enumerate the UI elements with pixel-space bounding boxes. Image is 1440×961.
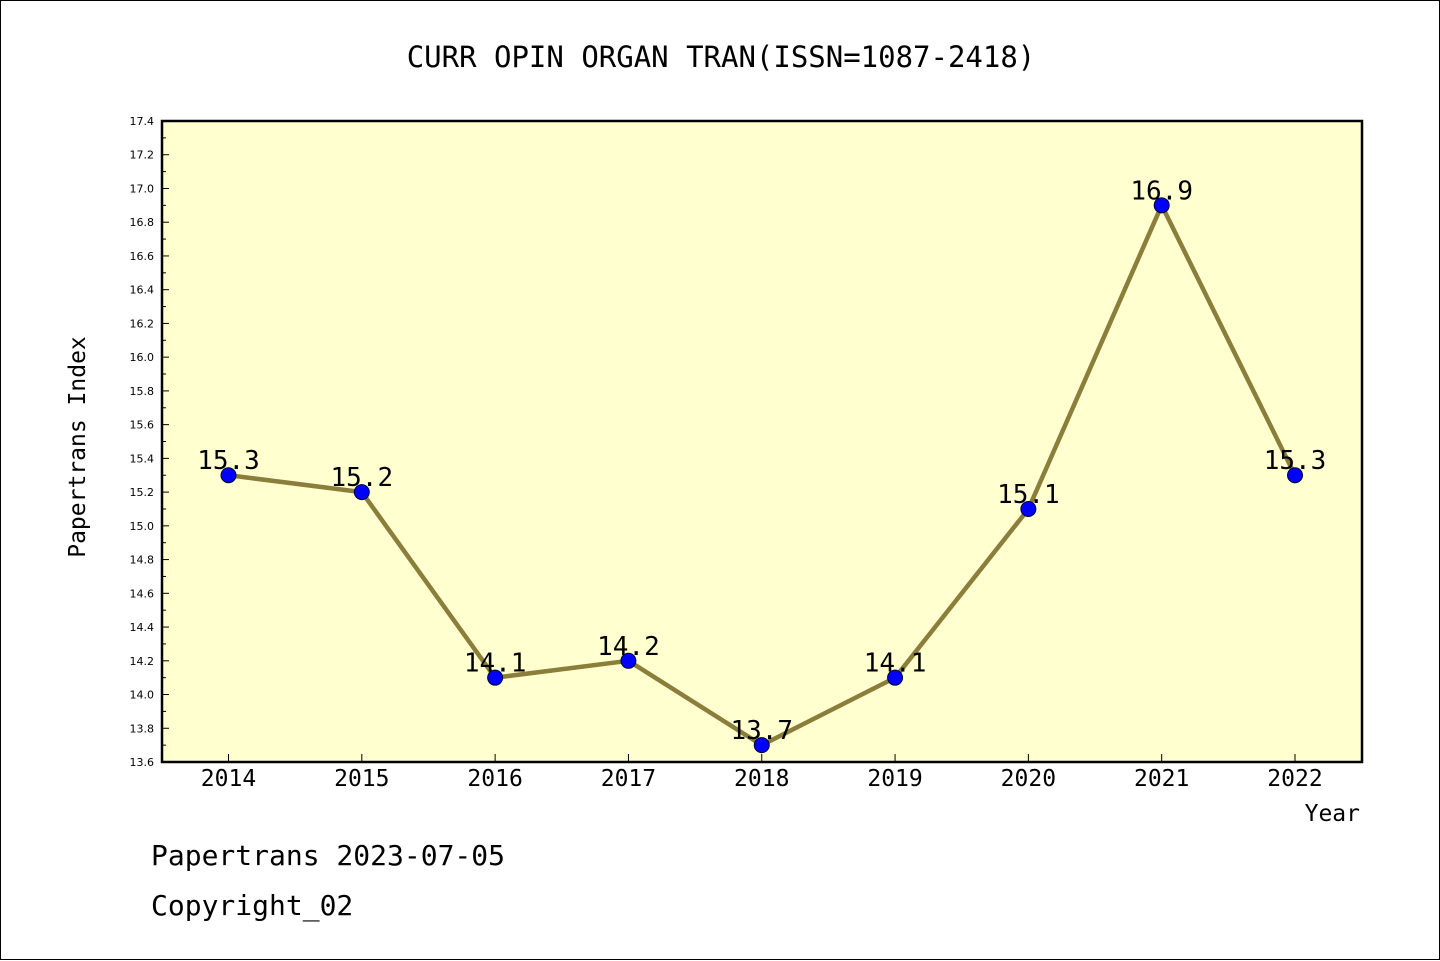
x-tick-label: 2017: [601, 766, 656, 792]
data-point-marker: [220, 467, 237, 484]
y-tick-label: 15.6: [130, 419, 155, 432]
x-tick-label: 2018: [734, 766, 789, 792]
data-point-marker: [1153, 197, 1170, 214]
y-tick-label: 15.4: [130, 452, 155, 465]
chart-title: CURR OPIN ORGAN TRAN(ISSN=1087-2418): [407, 40, 1036, 74]
data-point-marker: [620, 652, 637, 669]
data-label: 15.3: [197, 446, 260, 476]
x-tick-label: 2014: [201, 766, 256, 792]
y-tick-label: 16.0: [130, 351, 155, 364]
y-tick-label: 13.6: [130, 756, 155, 769]
x-tick-label: 2020: [1001, 766, 1056, 792]
data-label: 16.9: [1130, 176, 1193, 206]
x-axis: 2014 2015 2016 2017 2018 2019 2020 2021 2022: [201, 754, 1323, 792]
x-tick-label: 2015: [334, 766, 389, 792]
data-point-marker: [1020, 500, 1037, 517]
plot-area: [160, 119, 1364, 764]
footer-date-text: Papertrans 2023-07-05: [151, 839, 505, 872]
footer-copyright-text: Copyright_02: [151, 889, 353, 923]
series-line-group: [220, 197, 1303, 754]
data-labels-group: 15.3 15.2 14.1 14.2 13.7 14.1 15.1 16.9 15.3: [197, 176, 1326, 746]
y-tick-label: 17.4: [130, 115, 155, 128]
data-point-marker: [487, 669, 504, 686]
x-axis-label: Year: [1305, 801, 1360, 827]
y-tick-label: 14.6: [130, 587, 155, 600]
x-tick-label: 2019: [867, 766, 922, 792]
y-tick-label: 14.0: [130, 689, 155, 702]
y-tick-label: 16.6: [130, 250, 155, 263]
data-label: 15.1: [997, 480, 1060, 510]
y-tick-label: 16.4: [130, 284, 155, 297]
y-tick-label: 14.2: [130, 655, 155, 668]
y-axis: 13.6 13.8 14.0 14.2 14.4 14.6 14.8 15.0 15.2 15.4…: [130, 115, 169, 769]
y-axis-label: Papertrans Index: [65, 336, 91, 558]
data-label: 15.3: [1264, 446, 1327, 476]
y-tick-label: 14.8: [130, 554, 155, 567]
data-label: 14.2: [597, 632, 660, 662]
data-point-marker: [353, 484, 370, 501]
y-tick-label: 16.2: [130, 317, 155, 330]
data-label: 13.7: [730, 716, 793, 746]
y-tick-label: 15.2: [130, 486, 155, 499]
data-point-marker: [1287, 467, 1303, 484]
y-tick-label: 13.8: [130, 722, 155, 735]
y-tick-label: 16.8: [130, 216, 155, 229]
y-tick-label: 15.8: [130, 385, 155, 398]
y-tick-label: 15.0: [130, 520, 155, 533]
y-tick-label: 14.4: [130, 621, 155, 634]
y-tick-label: 17.0: [130, 182, 155, 195]
data-label: 15.2: [331, 463, 394, 493]
data-label: 14.1: [464, 649, 527, 679]
x-tick-label: 2022: [1267, 766, 1322, 792]
data-point-marker: [753, 737, 770, 754]
data-point-marker: [887, 669, 904, 686]
x-tick-label: 2016: [467, 766, 522, 792]
x-tick-label: 2021: [1134, 766, 1189, 792]
data-label: 14.1: [864, 649, 927, 679]
y-tick-label: 17.2: [130, 149, 155, 162]
